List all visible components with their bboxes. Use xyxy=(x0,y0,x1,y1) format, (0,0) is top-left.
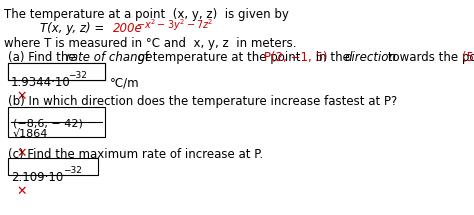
Text: of temperature at the point: of temperature at the point xyxy=(134,51,304,64)
Text: (−8,6, − 42): (−8,6, − 42) xyxy=(13,119,83,129)
Text: towards the point: towards the point xyxy=(384,51,474,64)
FancyBboxPatch shape xyxy=(8,63,105,80)
FancyBboxPatch shape xyxy=(8,63,105,80)
Text: −32: −32 xyxy=(63,166,82,175)
Text: 200e: 200e xyxy=(113,22,143,35)
Text: 1.9344·10: 1.9344·10 xyxy=(11,76,71,89)
Text: ✕: ✕ xyxy=(16,90,27,103)
Text: ✕: ✕ xyxy=(16,185,27,198)
Text: where T is measured in °C and  x, y, z  in meters.: where T is measured in °C and x, y, z in… xyxy=(4,37,297,50)
FancyBboxPatch shape xyxy=(8,107,105,137)
Text: ✕: ✕ xyxy=(16,147,27,160)
Text: √1864: √1864 xyxy=(13,129,48,139)
Text: (a) Find the: (a) Find the xyxy=(8,51,79,64)
Text: (b) In which direction does the temperature increase fastest at P?: (b) In which direction does the temperat… xyxy=(8,95,397,108)
Text: 2.109·10: 2.109·10 xyxy=(11,171,63,184)
Text: $-x^2 - 3y^2 - 7z^2$: $-x^2 - 3y^2 - 7z^2$ xyxy=(136,17,213,33)
Text: rate of change: rate of change xyxy=(66,51,152,64)
Text: −32: −32 xyxy=(68,71,87,80)
Text: direction: direction xyxy=(344,51,396,64)
Text: P(2, −1, 5): P(2, −1, 5) xyxy=(264,51,328,64)
Text: (c) Find the maximum rate of increase at P.: (c) Find the maximum rate of increase at… xyxy=(8,148,263,161)
Text: (5, −4, 6).: (5, −4, 6). xyxy=(462,51,474,64)
Text: The temperature at a point  (x, y, z)  is given by: The temperature at a point (x, y, z) is … xyxy=(4,8,289,21)
FancyBboxPatch shape xyxy=(8,158,98,175)
Text: T(x, y, z) =: T(x, y, z) = xyxy=(40,22,108,35)
Text: in the: in the xyxy=(312,51,354,64)
Text: °C/m: °C/m xyxy=(110,76,140,89)
